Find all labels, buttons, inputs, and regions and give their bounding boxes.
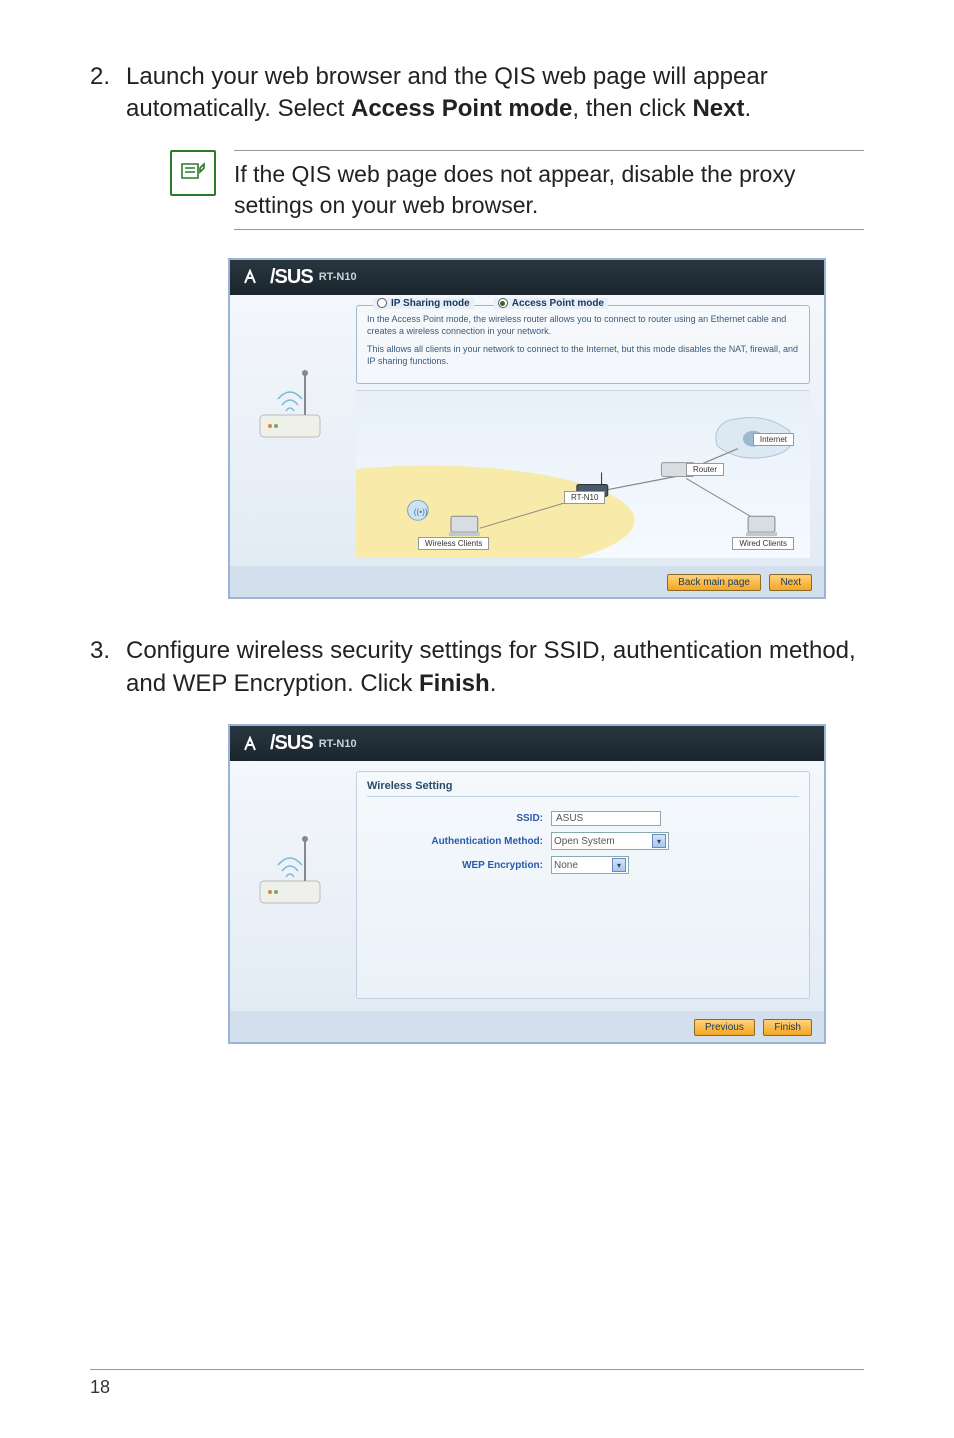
wep-select[interactable]: None▾ — [551, 856, 629, 874]
wireless-setting-title: Wireless Setting — [367, 780, 799, 797]
note-icon — [170, 150, 216, 196]
step-2-bold-b: Next — [692, 95, 744, 122]
asus-logo-2: /SUS — [244, 732, 313, 755]
asus-logo: /SUS — [244, 266, 313, 289]
radio-access-point[interactable]: Access Point mode — [494, 298, 608, 309]
previous-button[interactable]: Previous — [694, 1019, 755, 1036]
step-2-text-c: . — [744, 95, 751, 122]
diag-internet: Internet — [753, 433, 794, 446]
mode-desc-1: In the Access Point mode, the wireless r… — [367, 313, 799, 337]
step-3-bold-a: Finish — [419, 670, 490, 697]
page-number: 18 — [90, 1377, 110, 1398]
step-3-text-b: . — [490, 670, 497, 697]
mode-desc-2: This allows all clients in your network … — [367, 343, 799, 367]
router-device-icon — [250, 355, 330, 445]
step-3-num: 3. — [90, 635, 126, 667]
step-2-text-b: , then click — [572, 95, 692, 122]
screenshot-mode-select: /SUS RT-N10 IP Sharing mode — [228, 258, 826, 600]
mode-fieldset: IP Sharing mode Access Point mode In the… — [356, 305, 810, 385]
note-text: If the QIS web page does not appear, dis… — [234, 159, 864, 221]
model-label: RT-N10 — [319, 271, 357, 283]
auth-select[interactable]: Open System▾ — [551, 832, 669, 850]
model-label-2: RT-N10 — [319, 738, 357, 750]
step-3: 3.Configure wireless security settings f… — [90, 635, 864, 700]
wireless-setting-panel: Wireless Setting SSID: ASUS Authenticati… — [356, 771, 810, 999]
router-device-icon-2 — [250, 821, 330, 911]
ssid-label: SSID: — [367, 813, 551, 824]
radio-ip-sharing[interactable]: IP Sharing mode — [373, 298, 474, 309]
wep-label: WEP Encryption: — [367, 860, 551, 871]
step-2: 2.Launch your web browser and the QIS we… — [90, 61, 864, 126]
ssid-input[interactable]: ASUS — [551, 811, 661, 826]
svg-text:((•)): ((•)) — [414, 508, 428, 517]
diag-rtn10: RT-N10 — [564, 491, 605, 504]
screenshot-wireless-setting: /SUS RT-N10 Wireless Setting SSID: — [228, 724, 826, 1044]
screenshot-header: /SUS RT-N10 — [230, 260, 824, 295]
step-2-bold-a: Access Point mode — [351, 95, 572, 122]
finish-button[interactable]: Finish — [763, 1019, 812, 1036]
note-box: If the QIS web page does not appear, dis… — [170, 150, 864, 230]
screenshot-left-panel — [230, 295, 350, 567]
chevron-down-icon: ▾ — [652, 834, 666, 848]
network-diagram: ((•)) Internet Router RT-N10 Wireless Cl… — [356, 390, 810, 558]
back-main-button[interactable]: Back main page — [667, 574, 761, 591]
diag-wired: Wired Clients — [732, 537, 794, 550]
diag-wireless: Wireless Clients — [418, 537, 489, 550]
screenshot2-header: /SUS RT-N10 — [230, 726, 824, 761]
footer-divider — [90, 1369, 864, 1370]
next-button[interactable]: Next — [769, 574, 812, 591]
step-2-num: 2. — [90, 61, 126, 93]
chevron-down-icon-2: ▾ — [612, 858, 626, 872]
diag-router: Router — [686, 463, 724, 476]
auth-label: Authentication Method: — [367, 836, 551, 847]
screenshot2-left-panel — [230, 761, 350, 1011]
